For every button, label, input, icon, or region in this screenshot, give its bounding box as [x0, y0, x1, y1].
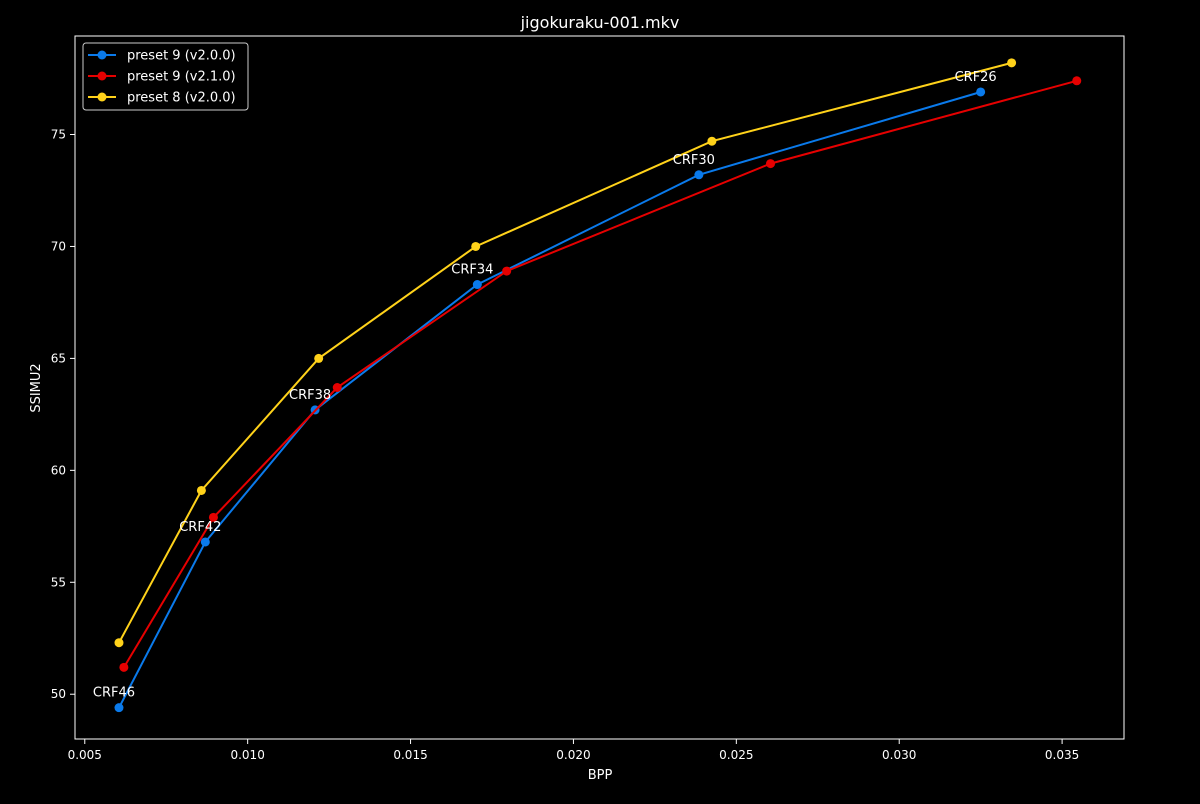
- data-point: [471, 241, 481, 251]
- legend-entry: preset 9 (v2.1.0): [88, 70, 236, 85]
- data-point: [472, 280, 482, 290]
- y-tick-label: 50: [51, 687, 66, 701]
- x-tick-label: 0.010: [230, 748, 264, 762]
- legend-marker: [97, 71, 107, 81]
- data-point: [332, 383, 342, 392]
- y-tick-label: 60: [51, 463, 66, 477]
- legend-marker: [97, 50, 107, 60]
- legend-label: preset 8 (v2.0.0): [127, 91, 236, 106]
- plot-frame: [74, 35, 1125, 740]
- data-point: [208, 512, 218, 522]
- legend-label: preset 9 (v2.0.0): [127, 49, 236, 64]
- x-tick-label: 0.020: [556, 748, 590, 762]
- y-axis-ticks: 50 55 60 65 70 75: [51, 128, 75, 701]
- y-tick-label: 75: [51, 128, 66, 142]
- legend-label: preset 9 (v2.1.0): [127, 70, 236, 85]
- crf-annotation: CRF34: [451, 263, 493, 278]
- crf-annotation: CRF26: [955, 70, 997, 85]
- series-2: [119, 76, 1082, 672]
- data-point: [119, 662, 129, 672]
- plot-annotations: CRF46 CRF42 CRF38 CRF34 CRF30 CRF26: [93, 70, 997, 701]
- data-point: [114, 638, 124, 648]
- legend-entry: preset 8 (v2.0.0): [88, 91, 236, 106]
- plot-series: [114, 58, 1082, 713]
- data-point: [200, 537, 210, 547]
- data-point: [314, 353, 324, 363]
- data-point: [694, 170, 704, 180]
- y-axis-label: SSIMU2: [29, 363, 44, 412]
- x-tick-label: 0.025: [719, 748, 753, 762]
- y-tick-label: 65: [51, 351, 66, 365]
- y-tick-label: 70: [51, 239, 66, 253]
- data-point: [1007, 58, 1017, 68]
- series-line: [123, 79, 1078, 668]
- legend: preset 9 (v2.0.0) preset 9 (v2.1.0) preset…: [82, 42, 249, 111]
- x-tick-label: 0.030: [882, 748, 916, 762]
- crf-annotation: CRF42: [179, 520, 221, 535]
- legend-box: [82, 42, 249, 111]
- series-line: [118, 61, 1012, 644]
- x-axis-ticks: 0.005 0.010 0.015 0.020 0.025 0.030 0.035: [68, 739, 1079, 762]
- x-tick-label: 0.015: [393, 748, 427, 762]
- data-point: [196, 485, 206, 495]
- data-point: [502, 266, 512, 276]
- crf-annotation: CRF46: [93, 686, 135, 701]
- crf-annotation: CRF38: [289, 388, 331, 403]
- data-point: [976, 87, 986, 97]
- series-3: [114, 58, 1017, 648]
- data-point: [1072, 76, 1082, 86]
- legend-entry: preset 9 (v2.0.0): [88, 49, 236, 64]
- x-tick-label: 0.005: [68, 748, 102, 762]
- crf-annotation: CRF30: [673, 153, 715, 168]
- y-tick-label: 55: [51, 575, 66, 589]
- data-point: [114, 703, 124, 713]
- legend-marker: [97, 92, 107, 102]
- data-point: [707, 136, 717, 146]
- x-axis-label: BPP: [588, 768, 613, 783]
- x-tick-label: 0.035: [1045, 748, 1079, 762]
- data-point: [766, 159, 776, 169]
- chart-title: jigokuraku-001.mkv: [520, 13, 680, 32]
